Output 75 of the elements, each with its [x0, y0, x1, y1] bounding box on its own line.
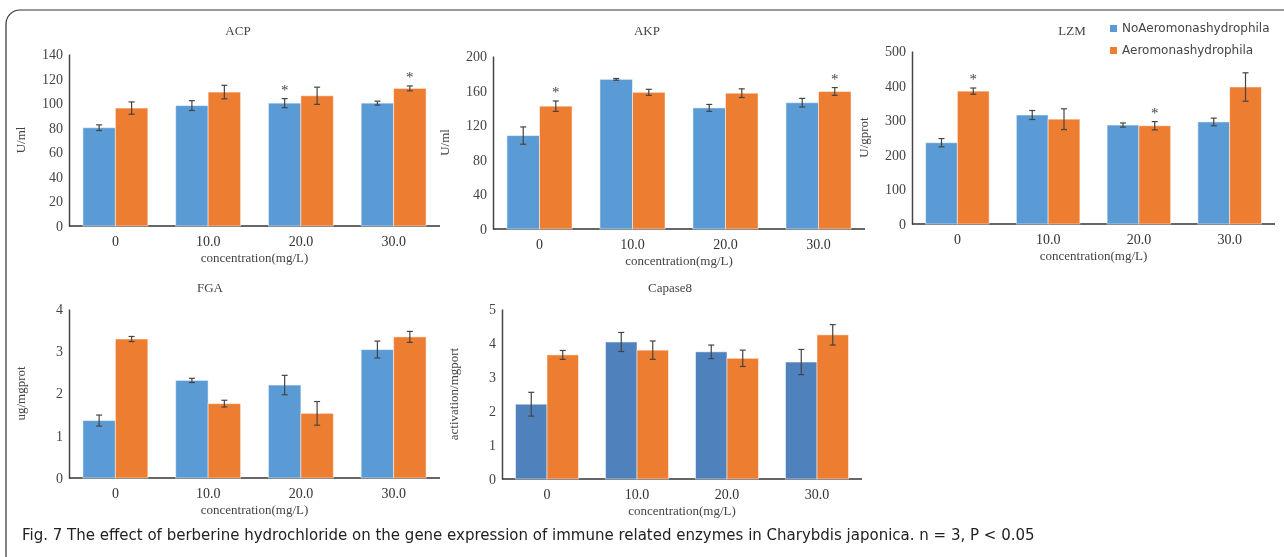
- y-tick-label: 80: [473, 152, 487, 168]
- annotation: *: [552, 83, 560, 100]
- y-tick-label: 1: [56, 428, 63, 444]
- y-tick-label: 200: [885, 147, 906, 163]
- y-tick-label: 40: [473, 187, 487, 203]
- y-tick-label: 120: [466, 118, 487, 134]
- x-tick-label: 10.0: [624, 486, 650, 502]
- x-tick-label: 10.0: [195, 485, 221, 501]
- y-tick-label: 20: [49, 194, 63, 210]
- x-tick-label: 20.0: [1126, 231, 1152, 247]
- annotation: *: [831, 70, 839, 87]
- x-axis-title: concentration(mg/L): [628, 503, 736, 518]
- y-tick-label: 60: [49, 145, 63, 161]
- annotation: *: [280, 81, 289, 98]
- y-tick-label: 1: [489, 437, 496, 453]
- legend-label: Aeromonashydrophila: [1122, 43, 1254, 57]
- y-tick-label: 5: [489, 301, 496, 317]
- y-tick-label: 0: [56, 470, 63, 486]
- x-tick-label: 30.0: [1217, 231, 1242, 247]
- y-axis-title: U/ml: [437, 128, 452, 156]
- chart-title: ACP: [225, 23, 251, 38]
- x-axis-title: concentration(mg/L): [1039, 248, 1148, 263]
- y-tick-label: 160: [466, 83, 487, 99]
- x-tick-label: 0: [111, 485, 119, 501]
- y-tick-label: 0: [480, 221, 487, 237]
- y-tick-label: 3: [56, 344, 63, 360]
- y-tick-label: 0: [899, 216, 906, 232]
- y-tick-label: 400: [885, 78, 906, 94]
- y-tick-label: 500: [885, 43, 906, 59]
- y-tick-label: 100: [42, 96, 63, 112]
- y-tick-label: 3: [489, 369, 496, 385]
- y-tick-label: 4: [489, 335, 496, 351]
- annotation: *: [969, 71, 978, 88]
- y-tick-label: 2: [56, 386, 63, 402]
- chart-title: Capase8: [647, 280, 693, 295]
- chart-title: AKP: [633, 23, 661, 38]
- y-axis-title: ug/mgprot: [13, 366, 28, 421]
- x-tick-label: 20.0: [714, 486, 740, 502]
- y-tick-label: 2: [489, 403, 496, 419]
- y-tick-label: 80: [49, 120, 63, 136]
- y-tick-label: 120: [42, 71, 63, 87]
- chart-title: FGA: [196, 280, 224, 295]
- y-tick-label: 4: [56, 301, 63, 317]
- x-tick-label: 30.0: [806, 236, 831, 252]
- x-tick-label: 30.0: [381, 233, 406, 249]
- caption: Fig. 7 The effect of berberine hydrochloride on the gene expression of immune related enzymes in Charybdis japonica. n = 3, P < 0.05: [22, 526, 1035, 544]
- x-tick-label: 20.0: [713, 236, 738, 252]
- chart-title: LZM: [1058, 23, 1087, 38]
- x-tick-label: 30.0: [381, 485, 406, 501]
- annotation: *: [1151, 104, 1159, 121]
- annotation: *: [406, 68, 414, 85]
- y-axis-title: activation/mgport: [446, 347, 461, 441]
- x-tick-label: 0: [536, 236, 543, 252]
- x-tick-label: 30.0: [804, 486, 830, 502]
- y-tick-label: 100: [885, 182, 906, 198]
- x-tick-label: 10.0: [195, 233, 221, 249]
- x-tick-label: 20.0: [288, 233, 314, 249]
- y-tick-label: 0: [489, 471, 496, 487]
- x-tick-label: 0: [111, 233, 119, 249]
- x-axis-title: concentration(mg/L): [200, 502, 309, 517]
- x-tick-label: 10.0: [1035, 231, 1061, 247]
- y-tick-label: 40: [49, 169, 63, 185]
- y-tick-label: 200: [466, 48, 487, 64]
- x-axis-title: concentration(mg/L): [200, 250, 309, 265]
- x-tick-label: 10.0: [620, 236, 645, 252]
- y-tick-label: 0: [56, 218, 63, 234]
- y-axis-title: U/ml: [13, 126, 28, 154]
- y-tick-label: 140: [42, 46, 63, 62]
- x-tick-label: 0: [953, 231, 961, 247]
- y-axis-title: U/gprot: [856, 116, 871, 158]
- legend-label: NoAeromonashydrophila: [1122, 21, 1270, 35]
- x-tick-label: 0: [543, 486, 551, 502]
- y-tick-label: 300: [885, 113, 906, 129]
- x-tick-label: 20.0: [288, 485, 314, 501]
- x-axis-title: concentration(mg/L): [625, 253, 733, 268]
